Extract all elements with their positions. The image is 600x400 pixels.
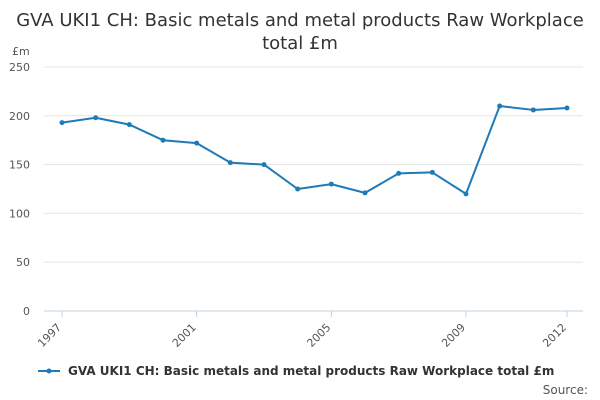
data-point[interactable] <box>564 105 570 111</box>
x-tick-label: 2012 <box>540 321 569 350</box>
data-point[interactable] <box>194 140 200 146</box>
legend-line-marker-icon <box>38 368 60 374</box>
x-tick-label: 1997 <box>35 321 64 350</box>
y-tick-label: 250 <box>9 61 30 74</box>
y-axis-ticks: 0 50 100 150 200 250 <box>9 61 30 318</box>
legend-label: GVA UKI1 CH: Basic metals and metal prod… <box>68 364 555 378</box>
chart-title: GVA UKI1 CH: Basic metals and metal prod… <box>16 10 584 54</box>
data-point[interactable] <box>261 162 267 168</box>
series-line <box>61 105 568 195</box>
x-tick-label: 2009 <box>439 321 468 350</box>
y-tick-label: 200 <box>9 110 30 123</box>
y-tick-label: 50 <box>16 256 30 269</box>
y-tick-label: 0 <box>23 305 30 318</box>
data-point[interactable] <box>295 186 301 192</box>
data-point[interactable] <box>328 181 334 187</box>
x-tick-label: 2001 <box>170 321 199 350</box>
gridlines <box>44 66 583 312</box>
y-tick-label: 100 <box>9 207 30 220</box>
legend[interactable]: GVA UKI1 CH: Basic metals and metal prod… <box>38 364 554 378</box>
data-point[interactable] <box>160 137 166 143</box>
data-point[interactable] <box>497 103 503 109</box>
data-point[interactable] <box>429 169 435 175</box>
y-tick-label: 150 <box>9 159 30 172</box>
data-point[interactable] <box>227 160 233 166</box>
data-point[interactable] <box>126 122 132 128</box>
data-point[interactable] <box>59 120 65 126</box>
data-point[interactable] <box>463 191 469 197</box>
source-label: Source: <box>542 383 588 397</box>
data-series <box>59 103 570 197</box>
data-point[interactable] <box>93 115 99 121</box>
x-axis-ticks: 1997 2001 2005 2009 2012 <box>35 311 569 350</box>
data-point[interactable] <box>396 170 402 176</box>
data-point[interactable] <box>530 107 536 113</box>
y-axis-unit-label: £m <box>12 45 30 58</box>
x-tick-label: 2005 <box>304 321 333 350</box>
data-point[interactable] <box>362 190 368 196</box>
